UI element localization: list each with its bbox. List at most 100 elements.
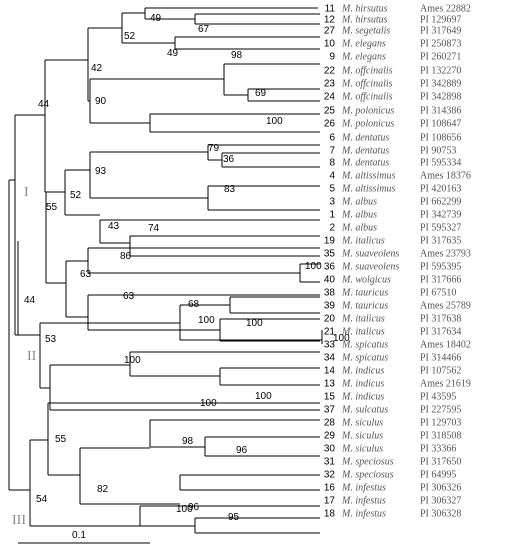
taxon-number: 8 (329, 158, 335, 169)
taxon-row: 36 M. suaveolens PI 595395 (324, 262, 462, 273)
taxon-number: 11 (325, 4, 336, 15)
taxon-accession: PI 306326 (420, 483, 461, 494)
taxon-accession: Ames 18402 (420, 340, 471, 351)
taxon-species: M. hirsutus (341, 4, 388, 15)
bootstrap-value: 49 (150, 13, 162, 24)
taxon-accession: PI 317634 (420, 327, 461, 338)
taxon-row: 12 M. hirsutus PI 129697 (324, 15, 462, 26)
taxon-species: M. infestus (341, 509, 386, 520)
taxon-species: M. hirsutus (341, 15, 388, 26)
taxon-species: M. polonicus (341, 106, 394, 117)
taxon-row: 20 M. italicus PI 317638 (324, 314, 462, 325)
taxon-row: 21 M. italicus PI 317634 (324, 327, 462, 338)
taxon-number: 33 (324, 340, 336, 351)
taxon-number: 28 (324, 418, 336, 429)
taxon-number: 13 (324, 379, 336, 390)
taxon-species: M. indicus (341, 379, 384, 390)
bootstrap-value: 44 (24, 295, 36, 306)
taxon-row: 35 M. suaveolens Ames 23793 (324, 249, 471, 260)
bootstrap-value: 100 (200, 398, 217, 409)
taxon-number: 7 (329, 146, 335, 157)
taxon-row: 27 M. segetalis PI 317649 (324, 26, 462, 37)
taxon-row: 29 M. siculus PI 318508 (324, 431, 462, 442)
bootstrap-value: 100 (255, 391, 272, 402)
bootstrap-value: 100 (198, 315, 215, 326)
taxon-accession: Ames 21619 (420, 379, 471, 390)
taxon-number: 27 (324, 26, 336, 37)
taxon-number: 34 (324, 353, 336, 364)
taxon-number: 22 (324, 66, 336, 77)
taxon-accession: PI 250873 (420, 39, 461, 50)
bootstrap-value: 52 (124, 31, 136, 42)
taxon-accession: PI 306327 (420, 496, 461, 507)
taxon-accession: PI 317638 (420, 314, 461, 325)
taxon-number: 29 (324, 431, 336, 442)
taxon-number: 19 (324, 236, 336, 247)
taxon-number: 15 (324, 392, 336, 403)
bootstrap-value: 100 (333, 333, 350, 344)
taxon-accession: PI 67510 (420, 288, 456, 299)
taxon-accession: PI 595327 (420, 223, 461, 234)
taxon-species: M. siculus (341, 431, 383, 442)
bootstrap-value: 55 (55, 434, 67, 445)
taxon-accession: PI 108647 (420, 119, 461, 130)
taxon-row: 10 M. elegans PI 250873 (324, 39, 462, 50)
taxon-accession: PI 314466 (420, 353, 461, 364)
taxon-species: M. dentatus (341, 133, 389, 144)
group-label-ii: II (27, 349, 37, 364)
taxon-species: M. offcinalis (341, 79, 393, 90)
taxon-number: 39 (324, 301, 336, 312)
taxon-species: M. dentatus (341, 158, 389, 169)
taxon-accession: PI 314386 (420, 106, 461, 117)
taxon-species: M. offcinalis (341, 66, 393, 77)
taxon-species: M. altissimus (341, 184, 395, 195)
bootstrap-value: 68 (188, 299, 200, 310)
taxon-number: 31 (324, 457, 336, 468)
bootstrap-value: 54 (36, 494, 48, 505)
taxon-row: 9 M. elegans PI 260271 (329, 52, 461, 63)
taxon-accession: PI 129703 (420, 418, 461, 429)
taxon-accession: PI 43595 (420, 392, 456, 403)
taxon-accession: Ames 25789 (420, 301, 471, 312)
bootstrap-value: 100 (176, 504, 193, 515)
taxon-row: 19 M. italicus PI 317635 (324, 236, 462, 247)
taxon-accession: PI 317649 (420, 26, 461, 37)
bootstrap-value: 43 (108, 221, 120, 232)
group-label-iii: III (12, 513, 26, 528)
taxon-number: 32 (324, 470, 336, 481)
taxon-species: M. suaveolens (341, 262, 399, 273)
taxon-row: 28 M. siculus PI 129703 (324, 418, 462, 429)
taxon-species: M. wolgicus (341, 275, 391, 286)
taxon-accession: PI 132270 (420, 66, 461, 77)
taxon-number: 21 (324, 327, 336, 338)
taxon-accession: PI 342889 (420, 79, 461, 90)
taxon-row: 39 M. tauricus Ames 25789 (324, 301, 471, 312)
taxon-number: 26 (324, 119, 336, 130)
taxon-species: M. albus (341, 197, 377, 208)
bootstrap-value: 95 (228, 512, 240, 523)
taxon-species: M. polonicus (341, 119, 394, 130)
taxon-row: 38 M. tauricus PI 67510 (324, 288, 457, 299)
taxon-number: 12 (324, 15, 336, 26)
taxon-row: 37 M. sulcatus PI 227595 (324, 405, 462, 416)
taxon-species: M. elegans (341, 39, 386, 50)
taxon-row: 15 M. indicus PI 43595 (324, 392, 457, 403)
taxon-species: M. offcinalis (341, 92, 393, 103)
taxon-row: 17 M. infestus PI 306327 (324, 496, 462, 507)
taxon-number: 6 (329, 133, 335, 144)
taxon-number: 17 (324, 496, 336, 507)
taxon-species: M. speciosus (341, 457, 394, 468)
taxon-species: M. infestus (341, 483, 386, 494)
taxon-row: 11 M. hirsutus Ames 22882 (325, 4, 471, 15)
taxon-species: M. siculus (341, 444, 383, 455)
bootstrap-value: 69 (255, 88, 267, 99)
taxon-accession: PI 420163 (420, 184, 461, 195)
taxon-row: 30 M. siculus PI 33366 (324, 444, 457, 455)
taxon-accession: Ames 18376 (420, 171, 471, 182)
bootstrap-value: 53 (45, 334, 57, 345)
bootstrap-value: 93 (95, 166, 107, 177)
bootstrap-value: 49 (167, 48, 179, 59)
taxon-row: 6 M. dentatus PI 108656 (329, 133, 461, 144)
bootstrap-value: 100 (266, 116, 283, 127)
